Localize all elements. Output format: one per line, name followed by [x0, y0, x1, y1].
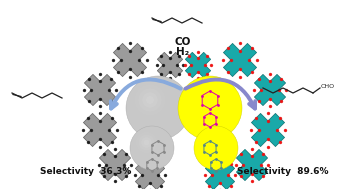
- Circle shape: [142, 92, 158, 108]
- Polygon shape: [99, 149, 131, 181]
- Polygon shape: [236, 149, 267, 181]
- Text: Selectivity  36.3%: Selectivity 36.3%: [40, 167, 131, 177]
- Polygon shape: [83, 113, 117, 147]
- Polygon shape: [203, 128, 227, 152]
- Polygon shape: [113, 43, 146, 77]
- Circle shape: [130, 126, 174, 170]
- Polygon shape: [251, 113, 285, 147]
- Circle shape: [139, 88, 162, 112]
- Polygon shape: [157, 52, 183, 78]
- Circle shape: [178, 76, 242, 140]
- Polygon shape: [185, 52, 211, 78]
- Polygon shape: [205, 160, 235, 189]
- Polygon shape: [133, 88, 157, 112]
- Text: CO: CO: [175, 37, 191, 47]
- Polygon shape: [213, 88, 237, 112]
- Text: H₂: H₂: [176, 47, 190, 57]
- Circle shape: [144, 140, 149, 145]
- Circle shape: [126, 76, 190, 140]
- Polygon shape: [143, 128, 167, 152]
- Polygon shape: [223, 43, 257, 77]
- Polygon shape: [255, 74, 286, 106]
- Circle shape: [194, 126, 238, 170]
- Text: Selectivity  89.6%: Selectivity 89.6%: [237, 167, 328, 177]
- Polygon shape: [135, 160, 165, 189]
- Text: CHO: CHO: [321, 84, 335, 90]
- Circle shape: [139, 135, 154, 150]
- Circle shape: [146, 96, 154, 104]
- Circle shape: [141, 137, 152, 148]
- Polygon shape: [84, 74, 116, 106]
